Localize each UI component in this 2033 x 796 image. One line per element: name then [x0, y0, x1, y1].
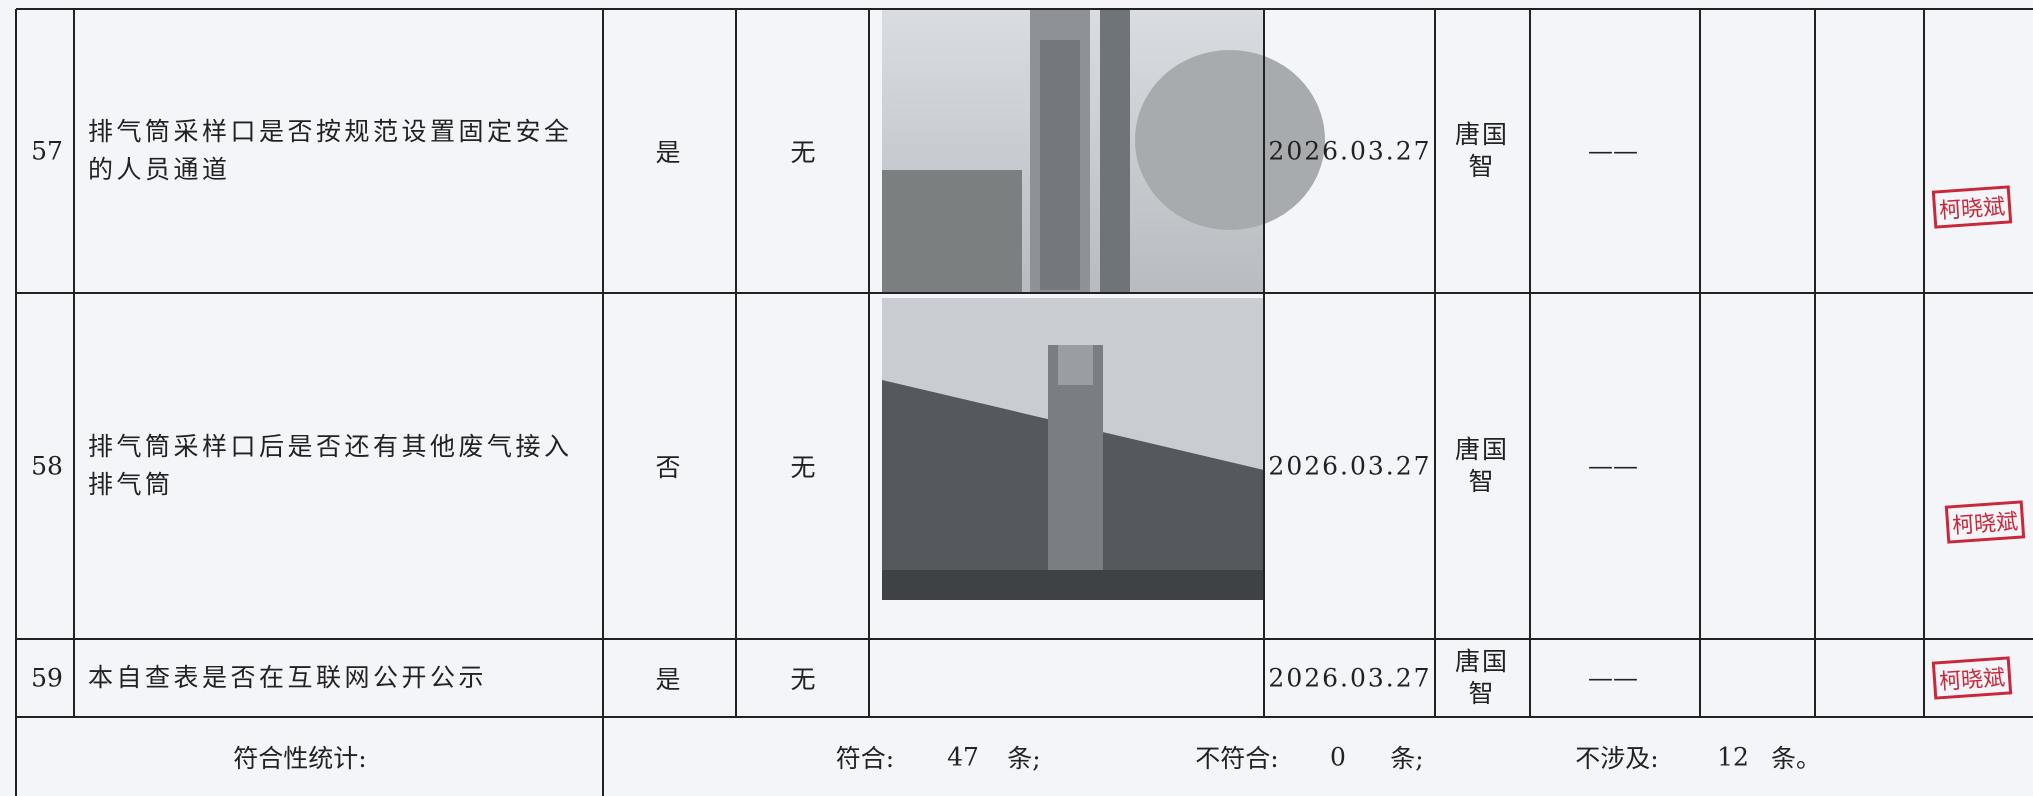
result: 是	[655, 665, 681, 694]
result: 否	[655, 453, 681, 482]
summary-text: 条;	[1390, 744, 1424, 773]
date: 2026.03.27	[1268, 663, 1432, 693]
photo	[882, 10, 1325, 293]
remark: ——	[1588, 451, 1638, 481]
check-item: 排气筒采样口是否按规范设置固定安全的人员通道	[88, 117, 573, 184]
result: 是	[655, 138, 681, 167]
issue: 无	[790, 665, 816, 694]
remark: ——	[1588, 663, 1638, 693]
summary-text: 不符合:	[1195, 744, 1279, 773]
issue: 无	[790, 453, 816, 482]
row-number: 58	[31, 451, 63, 481]
summary-text: 不涉及:	[1575, 744, 1659, 773]
summary-text: 符合:	[835, 744, 895, 773]
row-number: 59	[31, 663, 63, 693]
check-item: 排气筒采样口后是否还有其他废气接入排气筒	[88, 432, 573, 499]
stamp: 柯晓斌	[1944, 500, 2026, 544]
person: 唐国智	[1455, 435, 1510, 496]
summary-text: 条;	[1007, 744, 1041, 773]
summary-count: 0	[1330, 742, 1346, 772]
stamp: 柯晓斌	[1931, 656, 2013, 700]
person: 唐国智	[1455, 647, 1510, 708]
summary-count: 12	[1717, 742, 1749, 772]
summary-label: 符合性统计:	[233, 744, 367, 773]
check-item: 本自查表是否在互联网公开公示	[88, 663, 488, 692]
photo	[882, 298, 1264, 600]
stamp: 柯晓斌	[1931, 185, 2013, 229]
date: 2026.03.27	[1268, 451, 1432, 481]
row-number: 57	[31, 136, 63, 166]
summary-count: 47	[947, 742, 979, 772]
person: 唐国智	[1455, 120, 1510, 181]
date: 2026.03.27	[1268, 136, 1432, 166]
summary-text: 条。	[1770, 744, 1822, 773]
grid-lines	[15, 8, 2033, 796]
remark: ——	[1588, 136, 1638, 166]
issue: 无	[790, 138, 816, 167]
